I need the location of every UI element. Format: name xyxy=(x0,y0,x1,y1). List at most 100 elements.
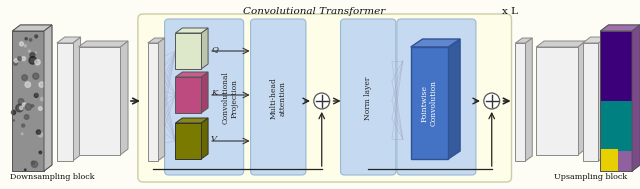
Polygon shape xyxy=(157,38,164,161)
Circle shape xyxy=(24,45,26,47)
FancyBboxPatch shape xyxy=(251,19,306,175)
Text: Pointwise
Convolution: Pointwise Convolution xyxy=(421,80,438,126)
Polygon shape xyxy=(600,101,632,151)
Polygon shape xyxy=(12,31,44,171)
Circle shape xyxy=(20,106,23,110)
Circle shape xyxy=(22,57,26,61)
Polygon shape xyxy=(600,25,640,31)
Polygon shape xyxy=(582,37,606,43)
Circle shape xyxy=(29,57,36,64)
Polygon shape xyxy=(411,39,460,47)
Circle shape xyxy=(25,82,31,88)
Text: V: V xyxy=(211,135,217,143)
Polygon shape xyxy=(600,31,632,171)
Polygon shape xyxy=(79,47,120,155)
Polygon shape xyxy=(148,43,157,161)
Polygon shape xyxy=(632,25,640,171)
Text: Q: Q xyxy=(211,45,218,53)
FancyBboxPatch shape xyxy=(397,19,476,175)
Circle shape xyxy=(25,104,31,110)
Polygon shape xyxy=(536,47,578,155)
Polygon shape xyxy=(57,37,81,43)
Polygon shape xyxy=(201,28,208,69)
Circle shape xyxy=(30,53,35,57)
Polygon shape xyxy=(73,37,81,161)
Circle shape xyxy=(12,110,15,115)
Circle shape xyxy=(38,132,43,137)
Circle shape xyxy=(35,60,40,65)
Text: x L: x L xyxy=(502,8,518,16)
Polygon shape xyxy=(201,118,208,159)
Polygon shape xyxy=(44,25,52,171)
Circle shape xyxy=(35,35,38,38)
Circle shape xyxy=(38,107,42,110)
Circle shape xyxy=(36,130,40,134)
Polygon shape xyxy=(120,41,128,155)
Circle shape xyxy=(29,39,32,41)
Circle shape xyxy=(35,94,38,96)
Circle shape xyxy=(35,94,38,97)
Circle shape xyxy=(314,93,330,109)
Circle shape xyxy=(13,61,17,65)
Circle shape xyxy=(484,93,500,109)
Text: K: K xyxy=(211,89,218,97)
Circle shape xyxy=(24,169,26,171)
Circle shape xyxy=(35,52,36,53)
Polygon shape xyxy=(44,25,52,171)
Polygon shape xyxy=(578,41,586,155)
Circle shape xyxy=(33,73,39,79)
Circle shape xyxy=(40,97,44,101)
FancyBboxPatch shape xyxy=(340,19,396,175)
Polygon shape xyxy=(79,41,128,47)
Circle shape xyxy=(31,105,34,107)
Circle shape xyxy=(25,38,28,40)
Polygon shape xyxy=(582,43,598,161)
Circle shape xyxy=(39,82,44,87)
Circle shape xyxy=(22,103,26,106)
Circle shape xyxy=(13,120,14,121)
Polygon shape xyxy=(57,43,73,161)
Circle shape xyxy=(21,133,23,135)
Circle shape xyxy=(22,124,25,127)
Polygon shape xyxy=(12,25,52,31)
Circle shape xyxy=(14,59,18,62)
Polygon shape xyxy=(175,28,208,33)
Polygon shape xyxy=(148,38,164,43)
Circle shape xyxy=(22,75,28,81)
Circle shape xyxy=(39,151,42,154)
Circle shape xyxy=(31,161,38,167)
Text: Upsampling block: Upsampling block xyxy=(554,173,627,181)
Polygon shape xyxy=(175,77,201,113)
Circle shape xyxy=(16,104,23,112)
FancyBboxPatch shape xyxy=(164,19,244,175)
Circle shape xyxy=(28,50,30,52)
Polygon shape xyxy=(12,31,44,171)
Polygon shape xyxy=(175,123,201,159)
Polygon shape xyxy=(411,47,448,159)
Circle shape xyxy=(19,42,24,46)
Polygon shape xyxy=(600,25,640,31)
Text: Downsampling block: Downsampling block xyxy=(10,173,94,181)
Polygon shape xyxy=(201,72,208,113)
Text: Convolutional
Projection: Convolutional Projection xyxy=(221,72,239,124)
Polygon shape xyxy=(632,25,640,171)
Polygon shape xyxy=(12,25,52,31)
Polygon shape xyxy=(536,41,586,47)
Circle shape xyxy=(18,99,24,104)
Polygon shape xyxy=(600,31,632,101)
Polygon shape xyxy=(175,118,208,123)
Polygon shape xyxy=(175,33,201,69)
Polygon shape xyxy=(448,39,460,159)
Circle shape xyxy=(24,115,29,119)
Text: Multi-head
attention: Multi-head attention xyxy=(269,77,287,119)
Polygon shape xyxy=(600,149,618,171)
Circle shape xyxy=(31,161,35,164)
Polygon shape xyxy=(515,38,532,43)
Polygon shape xyxy=(515,43,525,161)
Polygon shape xyxy=(598,37,606,161)
FancyBboxPatch shape xyxy=(138,14,511,182)
Text: Norm layer: Norm layer xyxy=(364,76,372,120)
Polygon shape xyxy=(525,38,532,161)
Text: Convolutional Transformer: Convolutional Transformer xyxy=(243,8,385,16)
Circle shape xyxy=(33,53,35,55)
